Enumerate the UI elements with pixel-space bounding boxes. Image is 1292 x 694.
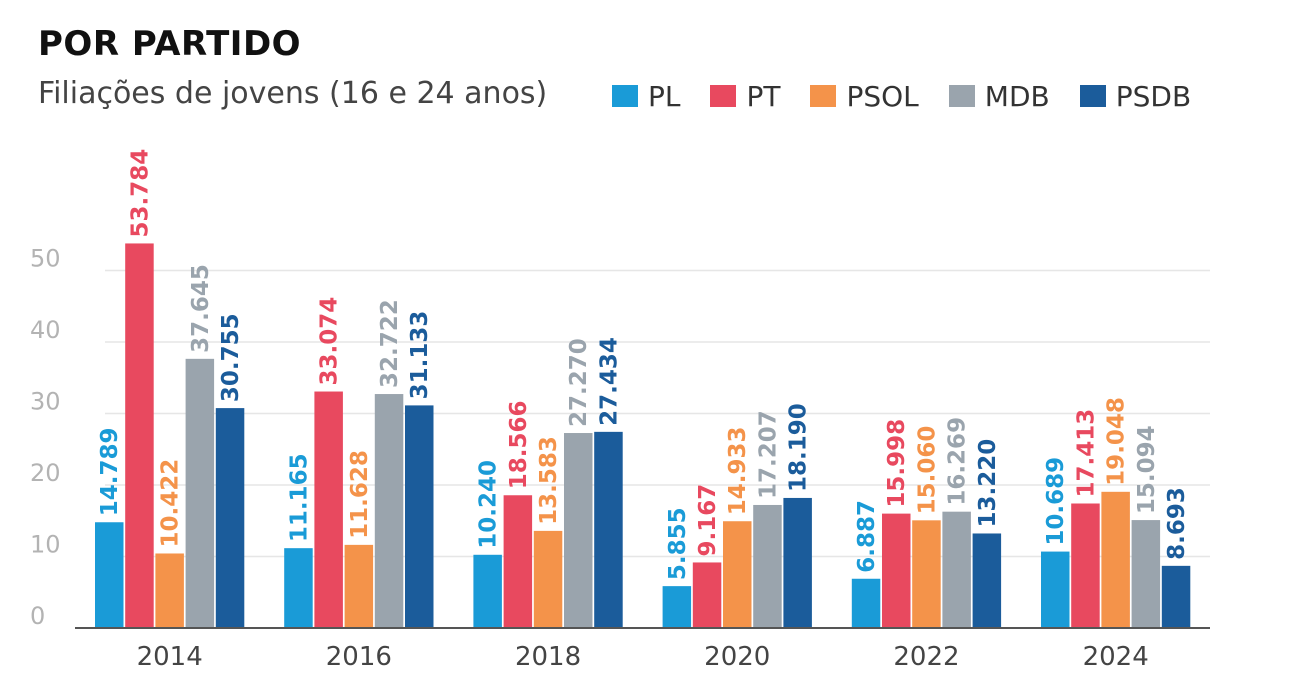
- legend-swatch-pl: [612, 85, 638, 107]
- value-label: 10.422: [158, 459, 184, 548]
- bar-mdb-2024: [1131, 520, 1161, 628]
- x-tick-label: 2018: [515, 642, 581, 672]
- bar-pl-2016: [284, 548, 313, 628]
- value-label: 15.094: [1134, 425, 1160, 514]
- bar-psol-2016: [344, 544, 374, 628]
- value-label: 5.855: [665, 507, 691, 580]
- value-label: 6.887: [854, 500, 880, 573]
- legend-label-psol: PSOL: [846, 79, 919, 113]
- value-label: 14.933: [725, 426, 751, 515]
- bar-pl-2018: [473, 554, 502, 628]
- y-tick-label: 50: [30, 245, 61, 273]
- x-tick-label: 2016: [326, 642, 392, 672]
- value-label: 53.784: [127, 149, 153, 238]
- value-label: 9.167: [695, 484, 721, 557]
- value-label: 33.074: [317, 297, 343, 386]
- legend-swatch-psol: [810, 85, 837, 107]
- value-label: 32.722: [377, 299, 403, 388]
- value-label: 27.434: [596, 337, 622, 426]
- bar-psol-2020: [723, 521, 752, 628]
- bar-mdb-2020: [753, 504, 782, 628]
- value-label: 13.583: [536, 436, 562, 525]
- value-label: 11.165: [286, 453, 312, 542]
- y-tick-label: 20: [30, 459, 61, 487]
- legend-item-mdb: MDB: [948, 79, 1050, 113]
- y-tick-label: 10: [30, 531, 61, 559]
- value-label: 14.789: [97, 427, 123, 516]
- legend: PL PT PSOL MDB PSDB: [612, 78, 1191, 114]
- legend-swatch-psdb: [1079, 85, 1106, 107]
- value-label: 13.220: [975, 439, 1001, 528]
- value-label: 31.133: [407, 311, 433, 400]
- value-label: 30.755: [218, 313, 244, 402]
- value-label: 10.240: [476, 460, 502, 549]
- bar-pt-2016: [314, 391, 343, 628]
- bar-mdb-2018: [564, 433, 593, 628]
- bar-psdb-2018: [594, 431, 623, 628]
- value-label: 17.413: [1073, 409, 1099, 498]
- bar-mdb-2022: [942, 511, 971, 628]
- value-label: 11.628: [347, 450, 373, 539]
- legend-swatch-mdb: [948, 85, 975, 107]
- legend-label-mdb: MDB: [984, 79, 1050, 113]
- bar-pl-2020: [662, 586, 692, 628]
- bar-psol-2022: [912, 520, 941, 628]
- bar-pl-2024: [1041, 551, 1070, 628]
- value-label: 18.190: [786, 403, 812, 492]
- legend-item-pt: PT: [710, 80, 780, 113]
- bar-pt-2020: [692, 562, 722, 628]
- value-label: 15.998: [884, 419, 910, 508]
- x-tick-label: 2024: [1083, 642, 1149, 672]
- legend-label-pl: PL: [648, 79, 681, 113]
- bar-psdb-2016: [405, 405, 434, 628]
- x-tick-label: 2020: [704, 642, 770, 672]
- chart-title: POR PARTIDO: [38, 24, 302, 64]
- y-tick-label: 40: [30, 316, 61, 344]
- value-label: 27.270: [566, 338, 592, 427]
- x-tick-label: 2022: [893, 642, 959, 672]
- legend-label-pt: PT: [746, 79, 781, 113]
- bar-pl-2022: [851, 578, 881, 628]
- y-tick-label: 0: [30, 602, 45, 630]
- bar-mdb-2014: [185, 358, 215, 628]
- bar-pl-2014: [95, 522, 124, 628]
- bar-pt-2014: [125, 243, 154, 628]
- value-label: 18.566: [506, 400, 532, 489]
- bar-pt-2024: [1071, 503, 1100, 628]
- bar-pt-2022: [882, 513, 911, 628]
- value-label: 15.060: [914, 426, 940, 515]
- value-label: 17.207: [755, 410, 781, 499]
- bar-psdb-2022: [972, 533, 1002, 628]
- bar-pt-2018: [503, 495, 533, 628]
- bar-psdb-2020: [783, 497, 812, 628]
- legend-item-psdb: PSDB: [1079, 79, 1192, 113]
- legend-item-psol: PSOL: [810, 79, 919, 113]
- bar-psdb-2024: [1161, 565, 1191, 628]
- chart-subtitle: Filiações de jovens (16 e 24 anos): [38, 76, 548, 111]
- y-tick-label: 30: [30, 388, 61, 416]
- bar-psdb-2014: [215, 408, 245, 628]
- legend-swatch-pt: [710, 85, 737, 107]
- value-label: 37.645: [188, 264, 214, 353]
- value-label: 8.693: [1164, 487, 1190, 560]
- value-label: 16.269: [945, 417, 971, 506]
- x-tick-label: 2014: [137, 642, 203, 672]
- value-label: 19.048: [1104, 397, 1130, 486]
- value-label: 10.689: [1043, 457, 1069, 546]
- bar-psol-2018: [533, 530, 563, 628]
- bar-mdb-2016: [374, 394, 404, 628]
- legend-item-pl: PL: [612, 80, 680, 113]
- bar-psol-2024: [1101, 491, 1130, 628]
- legend-label-psdb: PSDB: [1115, 79, 1192, 113]
- bar-psol-2014: [155, 553, 184, 628]
